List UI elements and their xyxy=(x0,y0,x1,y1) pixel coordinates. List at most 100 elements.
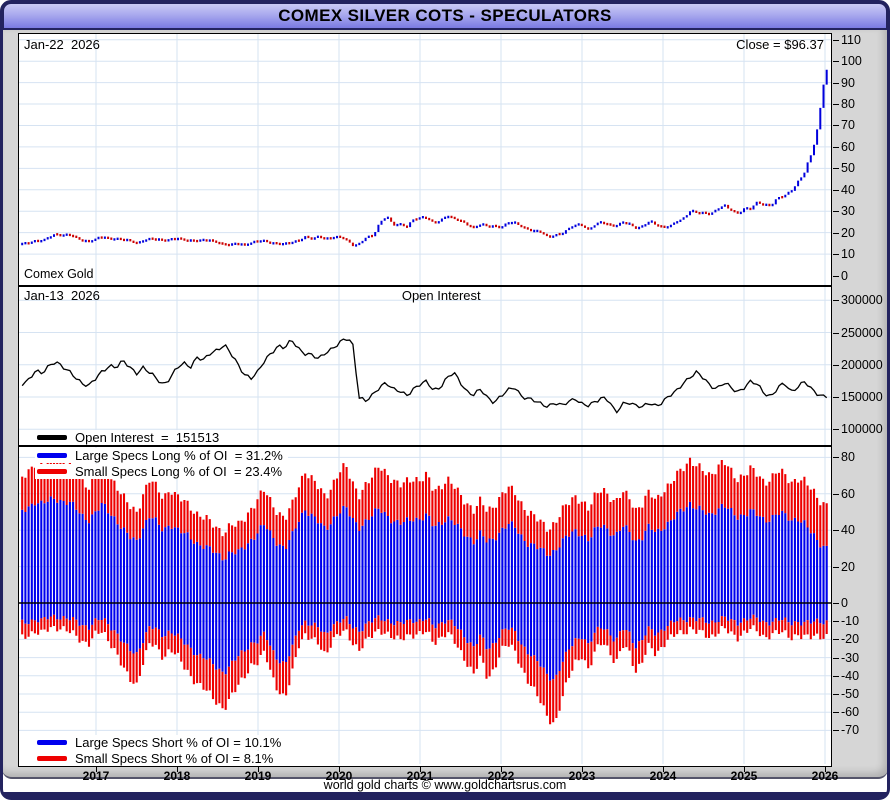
small-short-label: Small Specs Short % of OI = 8.1% xyxy=(75,751,274,766)
oi-legend-label: Open Interest = 151513 xyxy=(75,430,220,445)
y-axis-tick xyxy=(833,675,839,677)
price-close-label: Close = $96.37 xyxy=(736,37,824,52)
large-short-swatch xyxy=(37,740,67,745)
price-date-label: Jan-22 2026 xyxy=(24,37,100,52)
y-axis-tick-label: -20 xyxy=(841,632,860,647)
y-axis-tick xyxy=(833,566,839,568)
specs-legend-small-short: Small Specs Short % of OI = 8.1% xyxy=(35,751,279,766)
y-axis-tick-label: 10 xyxy=(841,247,855,262)
small-long-swatch xyxy=(37,469,67,474)
y-axis-tick xyxy=(833,621,839,623)
y-axis-tick xyxy=(833,125,839,127)
x-axis-tick xyxy=(825,767,826,772)
price-down-candles xyxy=(27,196,784,247)
specs-legend-large-short: Large Specs Short % of OI = 10.1% xyxy=(35,735,287,750)
x-axis-year-label: 2021 xyxy=(406,769,434,783)
y-axis-tick xyxy=(833,254,839,256)
small-short-swatch xyxy=(37,756,67,761)
title-bar: COMEX SILVER COTS - SPECULATORS xyxy=(2,2,888,30)
bottom-accent-bar xyxy=(2,792,888,798)
y-axis-tick-label: -40 xyxy=(841,668,860,683)
y-axis-tick-label: 20 xyxy=(841,225,855,240)
y-axis-tick xyxy=(833,39,839,41)
x-axis-tick xyxy=(258,767,259,772)
y-axis-tick xyxy=(833,730,839,732)
x-axis-year-label: 2026 xyxy=(811,769,839,783)
y-axis-tick xyxy=(833,493,839,495)
y-axis-tick xyxy=(833,300,839,302)
y-axis-tick xyxy=(833,429,839,431)
y-axis-tick-label: 200000 xyxy=(841,357,883,372)
y-axis-tick xyxy=(833,211,839,213)
small-long-label: Small Specs Long % of OI = 23.4% xyxy=(75,464,283,479)
page-title: COMEX SILVER COTS - SPECULATORS xyxy=(278,6,612,25)
large-specs-bars xyxy=(21,496,828,681)
price-up-candles xyxy=(21,69,828,247)
y-axis-tick xyxy=(833,189,839,191)
y-axis-tick xyxy=(833,61,839,63)
y-axis-tick-label: 100 xyxy=(841,54,862,69)
x-axis-year-label: 2019 xyxy=(244,769,272,783)
x-axis-year-label: 2023 xyxy=(568,769,596,783)
x-axis-tick xyxy=(339,767,340,772)
specs-legend-large-long: Large Specs Long % of OI = 31.2% xyxy=(35,448,288,463)
oi-legend: Open Interest = 151513 xyxy=(35,430,225,445)
y-axis-tick-label: 0 xyxy=(841,268,848,283)
y-axis-tick-label: 300000 xyxy=(841,293,883,308)
x-axis-year-label: 2018 xyxy=(163,769,191,783)
panel-separator xyxy=(19,285,831,287)
panel-separator xyxy=(19,445,831,447)
y-axis-tick-label: -10 xyxy=(841,614,860,629)
y-axis-tick-label: 50 xyxy=(841,161,855,176)
specs-legend-small-long: Small Specs Long % of OI = 23.4% xyxy=(35,464,288,479)
y-axis-tick xyxy=(833,530,839,532)
x-axis-year-label: 2025 xyxy=(730,769,758,783)
y-axis-tick-label: 80 xyxy=(841,450,855,465)
y-axis-tick-label: -60 xyxy=(841,705,860,720)
y-axis-tick xyxy=(833,397,839,398)
y-axis-tick xyxy=(833,168,839,170)
y-axis-tick xyxy=(833,82,839,84)
y-axis-tick-label: 40 xyxy=(841,182,855,197)
y-axis-tick-label: 30 xyxy=(841,204,855,219)
plot-area: Jan-22 2026 Close = $96.37 Comex Gold Ja… xyxy=(18,33,832,767)
open-interest-line xyxy=(21,338,828,414)
y-axis-tick xyxy=(833,104,839,106)
y-axis-tick xyxy=(833,332,839,334)
footer-strip xyxy=(2,781,888,793)
y-axis-tick-label: 20 xyxy=(841,559,855,574)
oi-panel-title: Open Interest xyxy=(401,288,481,303)
x-axis-tick xyxy=(96,767,97,772)
y-axis-tick-label: 60 xyxy=(841,139,855,154)
y-axis-tick-label: 40 xyxy=(841,523,855,538)
y-axis-tick xyxy=(833,275,839,277)
large-short-label: Large Specs Short % of OI = 10.1% xyxy=(75,735,282,750)
y-axis-tick xyxy=(833,639,839,641)
x-axis-tick xyxy=(582,767,583,772)
y-axis-tick-label: 150000 xyxy=(841,390,883,404)
y-axis-tick xyxy=(833,232,839,234)
y-axis-tick-label: 110 xyxy=(841,32,861,47)
y-axis-tick xyxy=(833,712,839,714)
chart-canvas xyxy=(19,34,831,764)
y-axis-tick xyxy=(833,146,839,148)
x-axis-year-label: 2020 xyxy=(325,769,353,783)
y-axis-tick xyxy=(833,603,839,604)
x-axis-tick xyxy=(177,767,178,772)
y-axis-tick xyxy=(833,457,839,459)
small-specs-bars xyxy=(21,455,828,725)
y-axis-tick-label: 70 xyxy=(841,118,855,133)
x-axis-tick xyxy=(744,767,745,772)
x-axis-tick xyxy=(420,767,421,772)
y-axis-tick xyxy=(833,364,839,366)
x-axis-year-label: 2024 xyxy=(649,769,677,783)
y-axis-tick-label: -70 xyxy=(841,723,860,738)
footer-credit: world gold charts © www.goldchartsrus.co… xyxy=(323,778,567,792)
large-long-swatch xyxy=(37,453,67,458)
y-axis-tick-label: -30 xyxy=(841,650,860,665)
large-long-label: Large Specs Long % of OI = 31.2% xyxy=(75,448,283,463)
x-axis-year-label: 2022 xyxy=(487,769,515,783)
y-axis-tick-label: 60 xyxy=(841,486,855,501)
x-axis-year-label: 2017 xyxy=(82,769,110,783)
